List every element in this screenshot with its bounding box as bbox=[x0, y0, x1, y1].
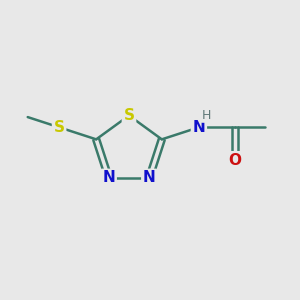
Text: H: H bbox=[202, 109, 211, 122]
Text: S: S bbox=[54, 120, 64, 135]
Text: N: N bbox=[143, 170, 156, 185]
Text: S: S bbox=[124, 108, 134, 123]
Text: N: N bbox=[193, 120, 205, 135]
Text: O: O bbox=[228, 153, 242, 168]
Text: N: N bbox=[102, 170, 115, 185]
